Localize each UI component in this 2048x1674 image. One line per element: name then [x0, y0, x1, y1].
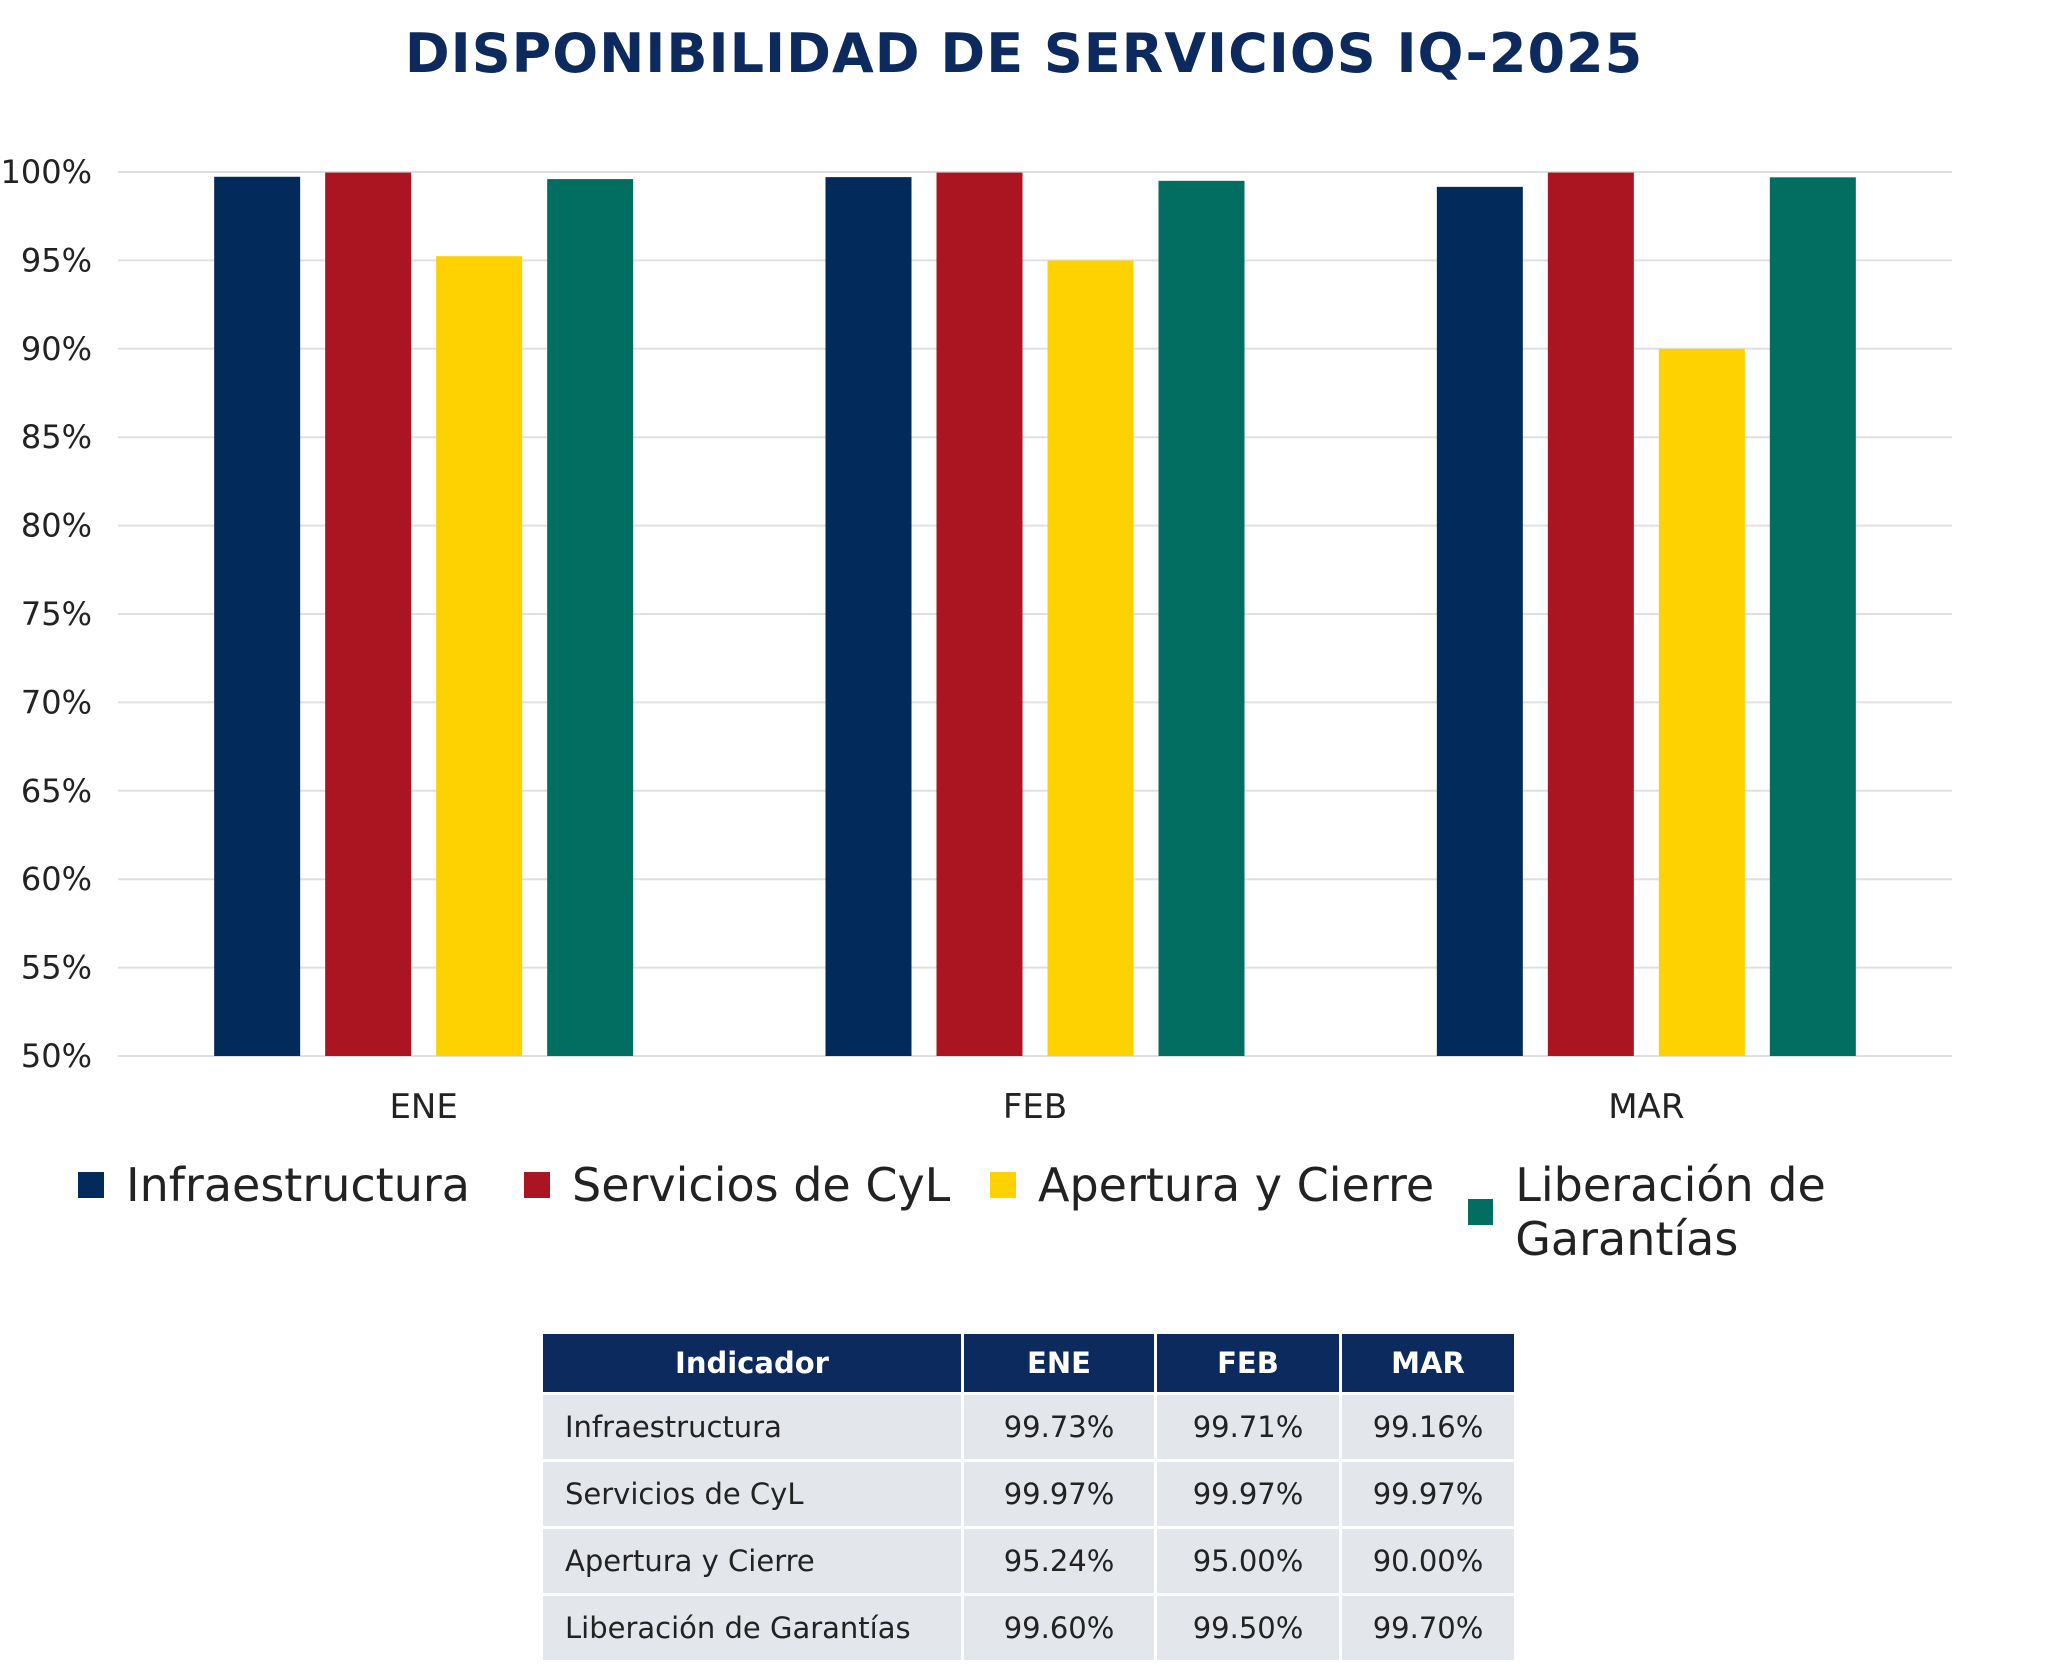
- bar-chart: 50% 55% 60% 65% 70% 75% 80% 85% 90% 95% 100% ENE FEB…: [1, 153, 1952, 1120]
- x-tick-label: FEB: [1003, 1087, 1067, 1120]
- legend-label: Apertura y Cierre: [1038, 1158, 1435, 1212]
- legend-item-liberacion: Liberación de Garantías: [1468, 1158, 2048, 1266]
- y-tick-label: 90%: [21, 330, 92, 368]
- cell-value: 99.16%: [1342, 1395, 1514, 1459]
- bar: [936, 172, 1023, 1056]
- cell-value: 99.71%: [1157, 1395, 1339, 1459]
- y-tick-label: 50%: [21, 1037, 92, 1075]
- cell-value: 99.73%: [964, 1395, 1154, 1459]
- header-feb: FEB: [1157, 1334, 1339, 1392]
- bar: [1047, 260, 1134, 1056]
- data-table: Indicador ENE FEB MAR Infraestructura 99…: [540, 1331, 1517, 1663]
- cell-value: 99.97%: [964, 1462, 1154, 1526]
- header-mar: MAR: [1342, 1334, 1514, 1392]
- cell-value: 99.97%: [1157, 1462, 1339, 1526]
- bar: [1769, 177, 1856, 1056]
- chart-title: DISPONIBILIDAD DE SERVICIOS IQ-2025: [404, 22, 1644, 85]
- legend-item-servicios: Servicios de CyL: [524, 1158, 950, 1212]
- header-indicador: Indicador: [543, 1334, 961, 1392]
- y-tick-label: 100%: [1, 153, 92, 191]
- bar: [1547, 172, 1634, 1056]
- table-row: Apertura y Cierre 95.24% 95.00% 90.00%: [543, 1529, 1514, 1593]
- legend-label: Servicios de CyL: [572, 1158, 951, 1212]
- bar: [1158, 180, 1245, 1057]
- y-tick-label: 95%: [21, 241, 92, 279]
- cell-value: 99.60%: [964, 1596, 1154, 1660]
- legend-swatch: [524, 1172, 550, 1198]
- y-tick-label: 80%: [21, 507, 92, 545]
- legend-item-infraestructura: Infraestructura: [78, 1158, 470, 1212]
- y-tick-label: 85%: [21, 418, 92, 456]
- cell-value: 99.97%: [1342, 1462, 1514, 1526]
- cell-value: 99.70%: [1342, 1596, 1514, 1660]
- legend-swatch: [78, 1172, 104, 1198]
- row-label: Servicios de CyL: [543, 1462, 961, 1526]
- legend-label: Infraestructura: [126, 1158, 470, 1212]
- table-row: Servicios de CyL 99.97% 99.97% 99.97%: [543, 1462, 1514, 1526]
- cell-value: 95.24%: [964, 1529, 1154, 1593]
- row-label: Apertura y Cierre: [543, 1529, 961, 1593]
- y-tick-label: 55%: [21, 949, 92, 987]
- y-tick-label: 75%: [21, 595, 92, 633]
- cell-value: 99.50%: [1157, 1596, 1339, 1660]
- legend-label: Liberación de Garantías: [1515, 1158, 1826, 1266]
- legend-swatch: [1468, 1199, 1494, 1225]
- y-tick-label: 65%: [21, 772, 92, 810]
- x-tick-label: ENE: [389, 1087, 457, 1120]
- cell-value: 95.00%: [1157, 1529, 1339, 1593]
- legend-item-apertura: Apertura y Cierre: [990, 1158, 1434, 1212]
- bar: [214, 176, 301, 1056]
- cell-value: 90.00%: [1342, 1529, 1514, 1593]
- header-ene: ENE: [964, 1334, 1154, 1392]
- table-header-row: Indicador ENE FEB MAR: [543, 1334, 1514, 1392]
- bar: [325, 172, 412, 1056]
- y-tick-label: 70%: [21, 683, 92, 721]
- bar: [1658, 348, 1745, 1056]
- bar: [825, 177, 912, 1056]
- bar: [547, 179, 634, 1056]
- table-row: Infraestructura 99.73% 99.71% 99.16%: [543, 1395, 1514, 1459]
- legend-swatch: [990, 1172, 1016, 1198]
- x-tick-label: MAR: [1608, 1087, 1684, 1120]
- row-label: Liberación de Garantías: [543, 1596, 961, 1660]
- table-row: Liberación de Garantías 99.60% 99.50% 99…: [543, 1596, 1514, 1660]
- bar: [436, 256, 523, 1056]
- row-label: Infraestructura: [543, 1395, 961, 1459]
- bar: [1436, 186, 1523, 1056]
- y-tick-label: 60%: [21, 860, 92, 898]
